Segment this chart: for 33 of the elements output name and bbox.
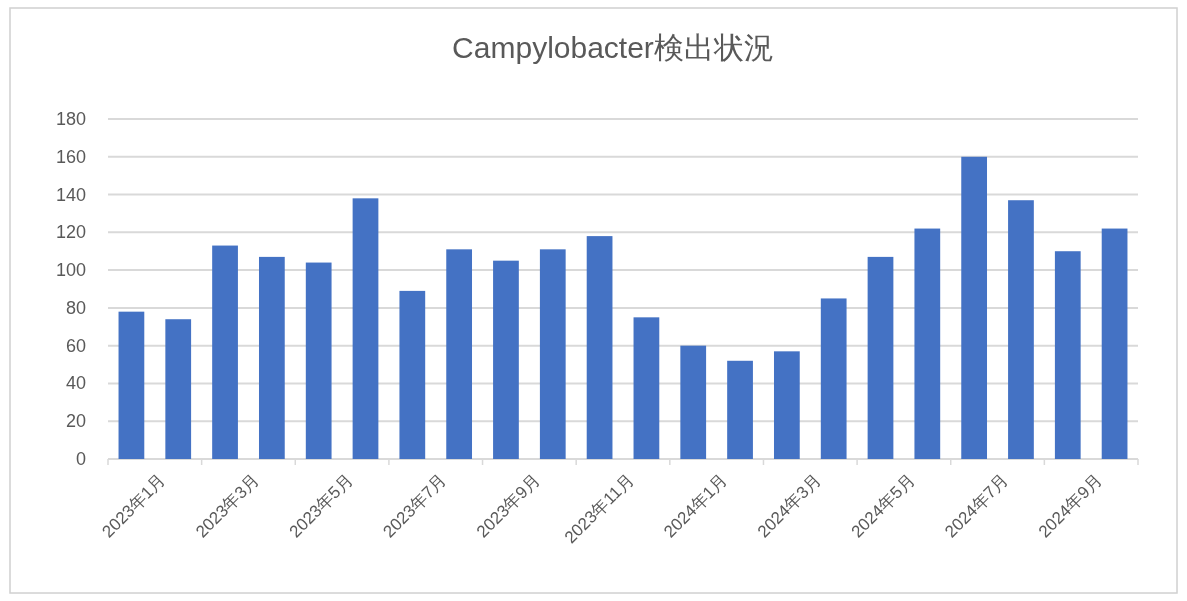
- bar: [727, 360, 753, 459]
- y-tick-label: 60: [65, 335, 86, 356]
- bar: [961, 156, 988, 459]
- bar: [399, 290, 426, 459]
- y-tick-label: 40: [65, 373, 86, 394]
- bar: [1101, 228, 1128, 459]
- bar: [914, 228, 941, 459]
- y-tick-label: 20: [65, 411, 86, 432]
- bar: [1008, 200, 1034, 459]
- y-tick-label: 0: [75, 449, 86, 469]
- bar: [586, 236, 613, 459]
- y-tick-label: 100: [55, 260, 86, 281]
- y-tick-label: 120: [55, 222, 86, 243]
- bar: [680, 345, 707, 459]
- y-tick-label: 180: [55, 109, 86, 129]
- y-tick-label: 160: [55, 146, 86, 167]
- bar: [820, 298, 847, 459]
- bar: [1054, 251, 1081, 459]
- bar: [305, 262, 332, 459]
- bar: [212, 245, 238, 459]
- bar: [493, 260, 519, 459]
- bar: [258, 256, 285, 459]
- bar: [539, 249, 566, 459]
- bar: [165, 319, 192, 459]
- bar: [633, 317, 660, 459]
- bar: [773, 351, 800, 459]
- bar: [446, 249, 473, 459]
- y-tick-label: 80: [65, 297, 86, 318]
- y-tick-label: 140: [55, 184, 86, 205]
- bar: [118, 311, 145, 459]
- chart-title: Campylobacter検出状況: [452, 31, 774, 64]
- bar: [352, 198, 379, 459]
- bar: [867, 256, 894, 459]
